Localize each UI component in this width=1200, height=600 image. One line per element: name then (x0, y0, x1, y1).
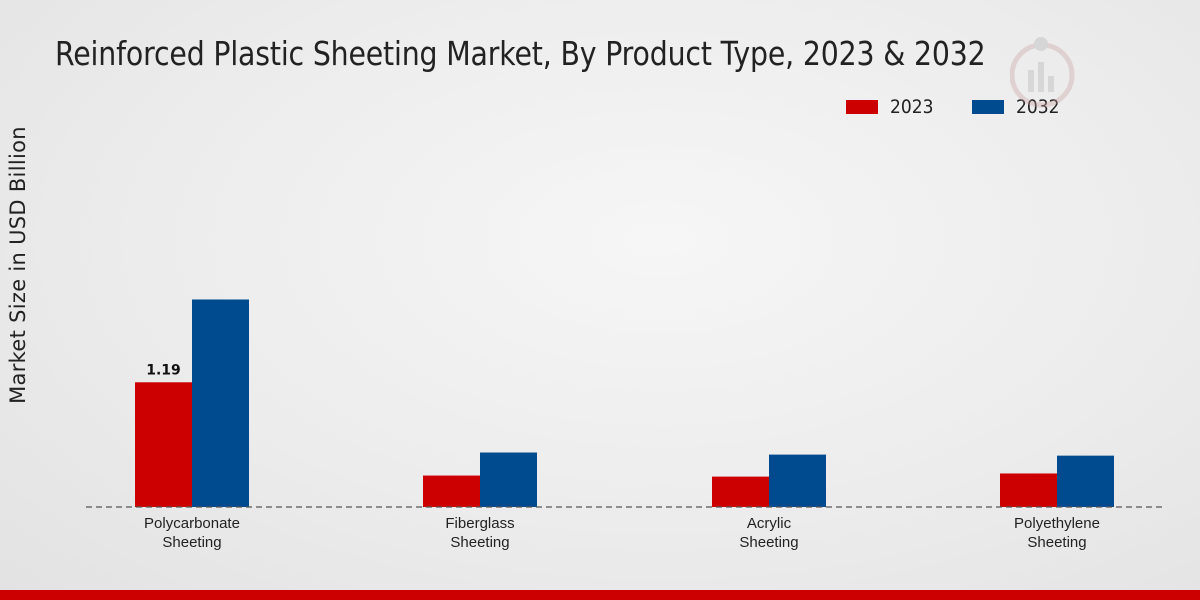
legend-item-2032: 2032 (972, 96, 1064, 118)
x-tick-label-line: Polycarbonate (144, 515, 240, 532)
legend-swatch-2023 (846, 100, 878, 114)
bar-2023-1 (423, 475, 480, 507)
x-tick-label-line: Fiberglass (445, 515, 514, 532)
watermark-logo-icon (1010, 37, 1075, 108)
x-tick-label-line: Sheeting (450, 534, 509, 551)
bar-2023-3 (1000, 473, 1057, 507)
x-tick-label-1: Fiberglass Sheeting (445, 515, 514, 551)
bar-2023-0 (135, 382, 192, 507)
x-tick-label-3: Polyethylene Sheeting (1014, 515, 1100, 551)
bar-2032-2 (769, 454, 826, 507)
data-label-2023-0: 1.19 (146, 362, 181, 378)
bar-2032-1 (480, 452, 537, 507)
x-tick-label-line: Sheeting (162, 534, 221, 551)
x-tick-label-line: Sheeting (1027, 534, 1086, 551)
legend-label-2023: 2023 (890, 96, 934, 118)
x-tick-label-line: Acrylic (747, 515, 792, 532)
bar-2023-2 (712, 476, 769, 507)
legend-label-2032: 2032 (1016, 96, 1060, 118)
chart-title: Reinforced Plastic Sheeting Market, By P… (55, 34, 986, 73)
legend-swatch-2032 (972, 100, 1005, 114)
x-tick-label-0: Polycarbonate Sheeting (144, 515, 240, 551)
x-tick-label-line: Sheeting (739, 534, 798, 551)
x-tick-label-line: Polyethylene (1014, 515, 1100, 532)
legend-item-2023: 2023 (846, 96, 938, 118)
x-tick-label-2: Acrylic Sheeting (739, 515, 798, 551)
bottom-accent-bar (0, 590, 1200, 600)
bar-2032-0 (192, 299, 249, 507)
bar-2032-3 (1057, 455, 1114, 507)
legend: 2023 2032 (846, 96, 1099, 118)
